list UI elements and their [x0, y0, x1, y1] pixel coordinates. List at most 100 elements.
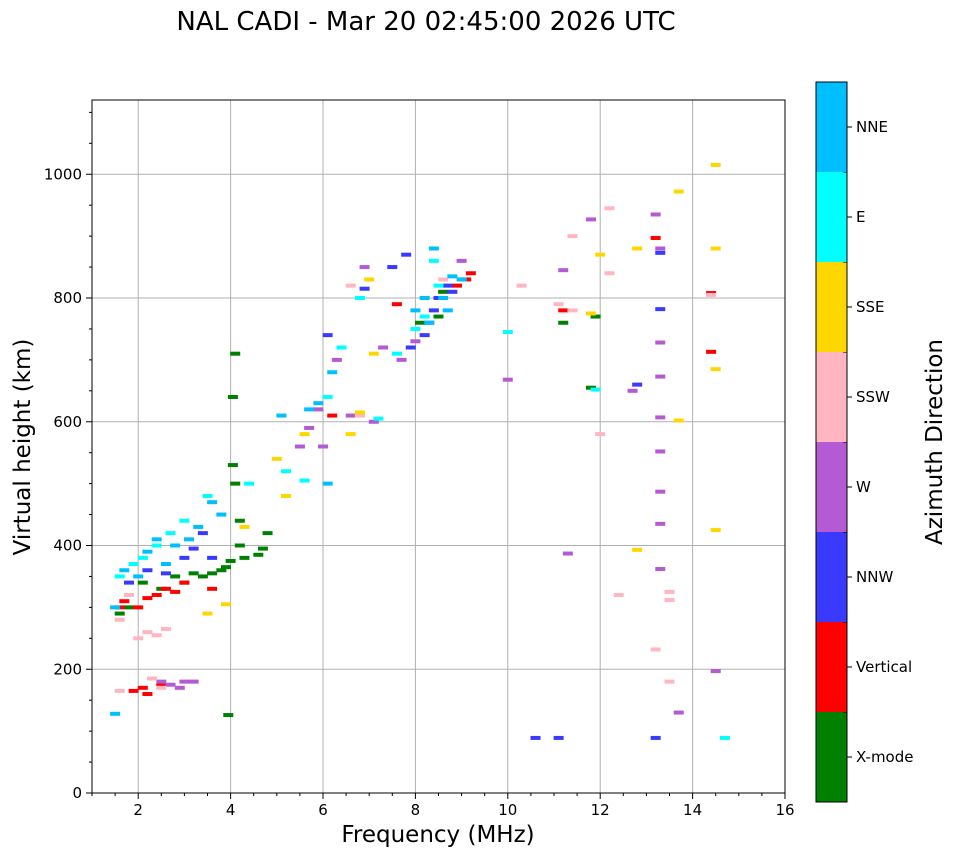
colorbar-label: Azimuth Direction: [922, 339, 948, 545]
data-point-nne: [119, 568, 130, 573]
data-point-nne: [110, 711, 121, 716]
data-point-ssw: [133, 636, 144, 641]
data-point-e: [202, 494, 213, 498]
data-point-ssw: [156, 685, 167, 690]
y-tick-label: 200: [53, 660, 82, 678]
data-point-x-mode: [137, 580, 148, 585]
data-point-sse: [632, 547, 643, 552]
data-point-w: [368, 419, 379, 424]
plot-frame: [91, 99, 786, 794]
data-point-w: [331, 357, 342, 362]
data-point-e: [336, 345, 347, 350]
data-point-e: [410, 326, 421, 331]
data-point-w: [558, 268, 569, 273]
data-point-x-mode: [558, 320, 569, 325]
data-point-sse: [710, 162, 721, 167]
colorbar-segment: [816, 82, 847, 172]
data-point-nne: [193, 524, 204, 529]
data-point-vertical: [179, 580, 190, 585]
data-point-sse: [673, 189, 684, 194]
colorbar-tick-label: X-mode: [856, 748, 913, 766]
data-point-ssw: [553, 302, 564, 307]
data-marks: [110, 162, 730, 740]
data-point-ssw: [664, 679, 675, 684]
data-point-w: [345, 413, 356, 418]
data-point-nnw: [553, 735, 564, 740]
data-point-w: [165, 682, 176, 687]
data-point-nnw: [401, 252, 412, 257]
data-point-x-mode: [239, 555, 250, 560]
x-tick-label: 2: [133, 801, 143, 819]
data-point-x-mode: [216, 568, 227, 573]
data-point-ssw: [664, 589, 675, 594]
data-point-ssw: [567, 308, 578, 313]
data-point-w: [655, 374, 666, 379]
x-tick-label: 4: [226, 801, 236, 819]
colorbar-segment: [816, 712, 847, 802]
y-axis-label: Virtual height (km): [10, 339, 36, 556]
data-point-w: [650, 212, 661, 217]
data-point-ssw: [123, 593, 134, 597]
data-point-nnw: [322, 333, 333, 338]
data-point-nne: [447, 274, 458, 279]
data-point-ssw: [147, 676, 158, 681]
data-point-sse: [299, 432, 310, 437]
data-point-nnw: [160, 571, 171, 576]
data-point-e: [419, 314, 430, 319]
data-point-nnw: [442, 283, 453, 288]
data-point-w: [710, 669, 721, 674]
data-point-w: [627, 388, 638, 393]
data-point-ssw: [604, 271, 615, 276]
colorbar-segment: [816, 622, 847, 712]
data-point-nnw: [530, 735, 541, 740]
data-point-nne: [327, 370, 338, 375]
data-point-vertical: [137, 685, 148, 690]
data-point-nne: [304, 407, 315, 412]
data-point-vertical: [119, 599, 130, 604]
data-point-e: [179, 518, 190, 523]
data-point-nne: [438, 296, 449, 300]
y-tick-label: 1000: [44, 165, 82, 183]
x-tick-label: 14: [683, 801, 702, 819]
data-point-nne: [322, 481, 333, 486]
data-point-e: [590, 387, 601, 392]
data-point-w: [673, 710, 684, 715]
x-tick-label: 6: [318, 801, 328, 819]
data-point-w: [359, 265, 370, 270]
data-point-w: [456, 258, 467, 263]
data-point-sse: [673, 418, 684, 423]
data-point-vertical: [151, 593, 162, 597]
data-point-x-mode: [220, 565, 231, 570]
data-point-nnw: [188, 546, 199, 551]
data-point-w: [562, 551, 573, 556]
data-point-nne: [456, 277, 467, 282]
data-point-vertical: [650, 235, 661, 240]
x-axis-ticks: 2 4 6 8 10 12 14 16: [91, 793, 795, 819]
data-point-vertical: [142, 596, 153, 601]
colorbar-tick-label: W: [856, 478, 871, 496]
data-point-x-mode: [225, 558, 236, 563]
data-point-w: [655, 415, 666, 420]
data-point-x-mode: [170, 574, 181, 579]
data-point-nne: [216, 512, 227, 517]
data-point-vertical: [706, 349, 717, 354]
data-point-nne: [313, 401, 324, 406]
data-point-x-mode: [223, 713, 234, 718]
y-tick-label: 600: [53, 413, 82, 431]
data-point-x-mode: [257, 546, 268, 551]
data-point-w: [655, 340, 666, 345]
data-point-sse: [710, 367, 721, 372]
data-point-e: [114, 574, 125, 579]
data-point-vertical: [327, 413, 338, 418]
y-axis-ticks: 0 200 400 600 800 1000: [44, 111, 92, 802]
data-point-ssw: [354, 413, 365, 418]
data-point-w: [502, 377, 513, 382]
data-point-nne: [428, 246, 439, 251]
data-point-w: [396, 357, 407, 362]
data-point-sse: [202, 611, 213, 616]
data-point-x-mode: [207, 571, 218, 576]
colorbar-tick-label: SSE: [856, 298, 885, 316]
data-point-x-mode: [438, 289, 449, 294]
data-point-x-mode: [234, 518, 245, 523]
data-point-ssw: [516, 283, 527, 288]
